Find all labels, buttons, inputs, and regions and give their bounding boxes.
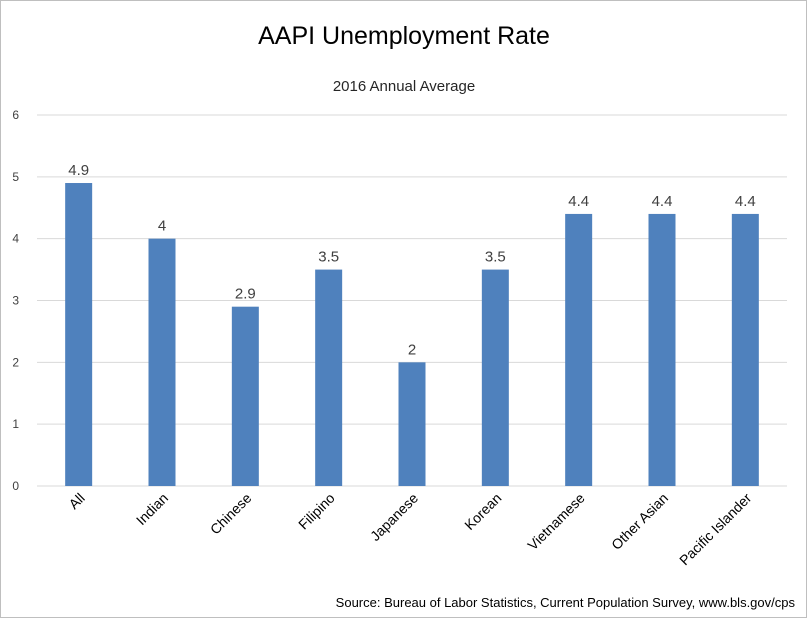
category-label: Pacific Islander — [676, 490, 755, 569]
category-label: Korean — [461, 490, 504, 533]
y-tick-label: 4 — [12, 232, 19, 246]
y-tick-label: 3 — [12, 294, 19, 308]
y-tick-label: 5 — [12, 170, 19, 184]
data-label: 4 — [158, 218, 166, 235]
bar — [398, 362, 426, 486]
category-label: Filipino — [295, 490, 338, 533]
y-axis-ticks: 0 1 2 3 4 5 6 — [12, 108, 19, 493]
category-label: Japanese — [367, 490, 421, 544]
y-tick-label: 6 — [12, 108, 19, 122]
data-label: 4.4 — [735, 193, 756, 210]
category-label: Chinese — [207, 490, 255, 538]
source-note: Source: Bureau of Labor Statistics, Curr… — [336, 595, 796, 610]
data-label: 2 — [408, 341, 416, 358]
category-label: All — [65, 490, 87, 512]
y-tick-label: 1 — [12, 417, 19, 431]
data-label: 3.5 — [485, 249, 506, 266]
bar — [148, 238, 176, 486]
category-label: Indian — [133, 490, 171, 528]
chart-subtitle: 2016 Annual Average — [333, 78, 475, 95]
data-label: 3.5 — [318, 249, 339, 266]
category-label: Other Asian — [608, 490, 671, 553]
bar — [648, 213, 676, 486]
data-label: 4.4 — [652, 193, 673, 210]
bar — [565, 213, 593, 486]
bar — [731, 213, 759, 486]
bar — [481, 269, 509, 486]
data-label: 4.4 — [568, 193, 589, 210]
category-label: Vietnamese — [524, 490, 588, 554]
y-tick-label: 2 — [12, 355, 19, 369]
bar — [231, 306, 259, 486]
bar — [315, 269, 343, 486]
y-tick-label: 0 — [12, 479, 19, 493]
x-axis-categories: All Indian Chinese Filipino Japanese Korean Vi… — [65, 490, 754, 569]
data-label: 4.9 — [68, 162, 89, 179]
data-labels: 4.9 4 2.9 3.5 2 3.5 4.4 4.4 4.4 — [68, 162, 756, 358]
bar — [65, 183, 93, 486]
bars — [65, 183, 759, 486]
data-label: 2.9 — [235, 286, 256, 303]
chart-title: AAPI Unemployment Rate — [258, 22, 550, 50]
